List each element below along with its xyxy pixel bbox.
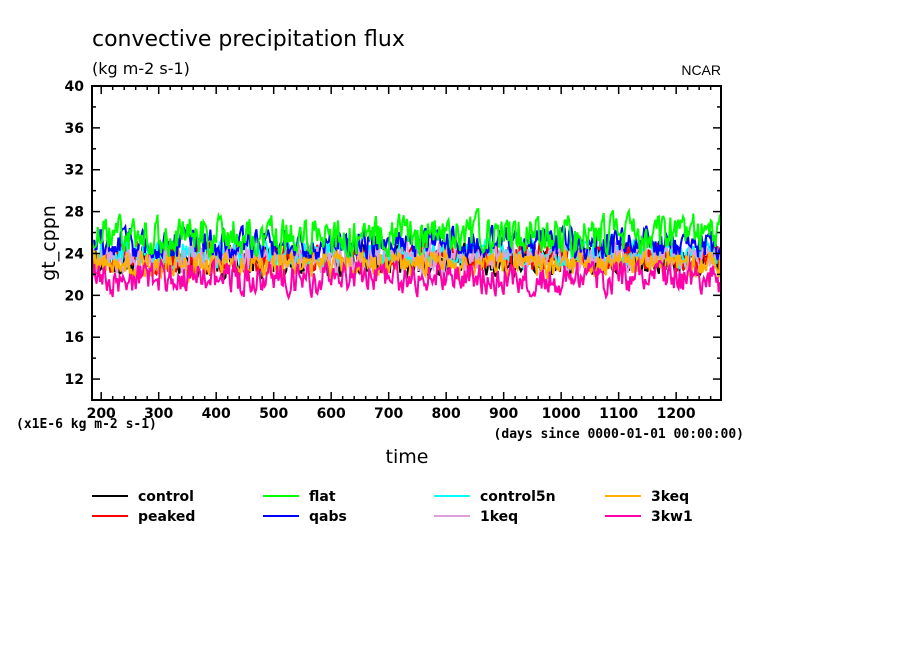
y-tick-label: 32 (65, 163, 84, 179)
ticks-layer: 200 300 400 500 600 700 800 900 1000 1100 1200 12 16… (65, 79, 721, 422)
y-tick-label: 20 (65, 288, 85, 304)
plot-frame (91, 85, 722, 401)
x-tick-label: 800 (432, 406, 461, 422)
series-line-3kw1 (92, 257, 721, 301)
x-axis-label: time (386, 446, 429, 468)
legend-label: flat (309, 489, 336, 505)
legend-item-3kw1: 3kw1 (605, 509, 693, 525)
x-tick-label: 400 (202, 406, 231, 422)
x-tick-label: 200 (87, 406, 116, 422)
legend-label: peaked (138, 509, 195, 525)
legend-label: qabs (309, 509, 347, 525)
legend-label: 3keq (651, 489, 689, 505)
legend-item-3keq: 3keq (605, 489, 689, 505)
legend-item-flat: flat (263, 489, 336, 505)
legend-label: 3kw1 (651, 509, 693, 525)
series-line-flat (92, 207, 721, 260)
x-tick-label: 900 (489, 406, 518, 422)
y-scale-note: (x1E-6 kg m-2 s-1) (16, 417, 157, 432)
chart-title: convective precipitation flux (92, 27, 405, 52)
y-tick-label: 28 (65, 205, 84, 221)
x-tick-label: 1200 (657, 406, 696, 422)
y-tick-label: 16 (65, 330, 84, 346)
legend-label: control (138, 489, 194, 505)
x-tick-label: 1000 (542, 406, 581, 422)
y-axis-label: gt_cppn (38, 205, 60, 281)
y-tick-label: 24 (65, 246, 85, 262)
legend-item-1keq: 1keq (434, 509, 518, 525)
legend-item-peaked: peaked (92, 509, 195, 525)
y-tick-label: 40 (65, 79, 85, 95)
legend-item-qabs: qabs (263, 509, 347, 525)
y-tick-label: 12 (65, 372, 84, 388)
x-tick-label: 1100 (599, 406, 638, 422)
x-tick-label: 500 (259, 406, 288, 422)
legend-label: 1keq (480, 509, 518, 525)
legend-label: control5n (480, 489, 556, 505)
legend-item-control: control (92, 489, 194, 505)
legend: control flat control5n 3keq peaked qabs 1keq 3k… (92, 489, 693, 525)
x-tick-label: 600 (317, 406, 346, 422)
credit-label: NCAR (681, 62, 721, 78)
chart-subtitle: (kg m-2 s-1) (92, 59, 190, 78)
y-tick-label: 36 (65, 121, 84, 137)
x-units-label: (days since 0000-01-01 00:00:00) (494, 427, 744, 442)
x-tick-label: 300 (144, 406, 173, 422)
series-layer (92, 207, 721, 301)
x-tick-label: 700 (374, 406, 403, 422)
legend-item-control5n: control5n (434, 489, 556, 505)
